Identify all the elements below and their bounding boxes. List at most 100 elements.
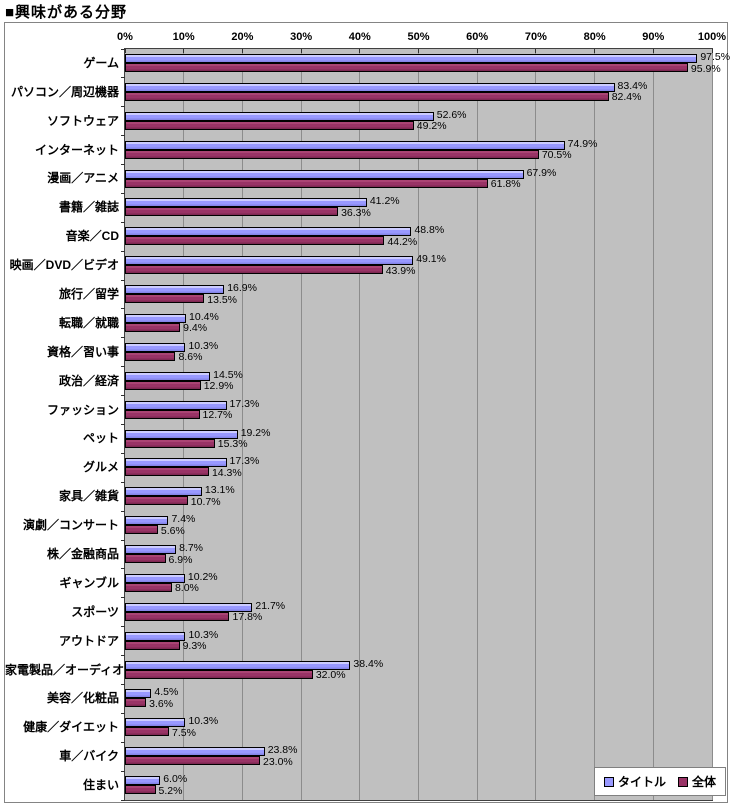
value-label: 52.6%	[436, 108, 467, 121]
bar-overall-series	[125, 120, 414, 130]
series2-swatch-icon	[678, 776, 688, 787]
bar-overall-series	[125, 756, 260, 766]
value-label: 32.0%	[315, 669, 346, 682]
bar-overall-series	[125, 611, 230, 621]
value-label: 83.4%	[617, 79, 648, 92]
series1-swatch-icon	[603, 776, 614, 787]
value-label: 16.9%	[227, 282, 257, 295]
category-axis-tick	[121, 250, 125, 252]
category-axis-tick	[121, 308, 125, 310]
category-label: グルメ	[82, 460, 119, 475]
bar-overall-series	[125, 640, 180, 650]
bar-title-series	[125, 169, 524, 179]
bar-title-series	[125, 602, 253, 612]
category-axis-tick	[121, 452, 125, 454]
bar-overall-series	[125, 149, 539, 159]
bar-title-series	[125, 82, 615, 92]
value-label: 67.9%	[526, 166, 557, 179]
category-axis-tick	[121, 77, 125, 79]
bar-overall-series	[125, 207, 339, 217]
bar-title-series	[125, 227, 412, 237]
legend-entry-series2: 全体	[678, 773, 716, 790]
axis-tick-label: 40%	[348, 31, 371, 43]
legend-series1-label: タイトル	[617, 775, 666, 789]
axis-tick-label: 50%	[407, 31, 430, 43]
category-label: 転職／就職	[58, 315, 119, 330]
category-axis-tick	[121, 770, 125, 772]
axis-tick	[359, 49, 361, 53]
axis-tick-label: 20%	[231, 31, 254, 43]
bar-overall-series	[125, 438, 215, 448]
value-label: 21.7%	[255, 599, 286, 612]
value-label: 13.1%	[204, 484, 235, 497]
value-label: 4.5%	[154, 686, 179, 699]
bar-title-series	[125, 140, 565, 150]
category-axis-tick	[121, 279, 125, 281]
value-label: 82.4%	[611, 91, 642, 104]
category-label: 旅行／留学	[58, 287, 119, 302]
bar-overall-series	[125, 265, 383, 275]
category-axis-tick	[121, 683, 125, 685]
value-label: 17.3%	[229, 397, 260, 410]
category-axis-tick	[121, 106, 125, 108]
category-label: 漫画／アニメ	[47, 171, 119, 186]
bar-overall-series	[125, 380, 201, 390]
category-axis-tick	[121, 481, 125, 483]
category-axis-tick	[121, 164, 125, 166]
bar-overall-series	[125, 236, 385, 246]
gridline	[300, 49, 302, 800]
value-label: 9.3%	[182, 640, 207, 653]
category-axis-tick	[121, 712, 125, 714]
axis-tick-label: 90%	[642, 31, 665, 43]
bar-overall-series	[125, 785, 156, 795]
value-label: 8.6%	[178, 351, 203, 364]
value-label: 10.3%	[188, 715, 219, 728]
value-label: 10.2%	[187, 570, 218, 583]
category-axis-tick	[121, 799, 125, 801]
bar-title-series	[125, 747, 265, 757]
value-label: 44.2%	[387, 235, 418, 248]
category-axis-tick	[121, 221, 125, 223]
value-label: 8.7%	[179, 542, 203, 555]
bar-overall-series	[125, 554, 166, 564]
bar-title-series	[125, 545, 177, 555]
gridline	[535, 49, 537, 800]
category-label: 資格／習い事	[46, 344, 119, 359]
category-label: 住まい	[82, 778, 119, 793]
category-label: 家電製品／オーディオ	[5, 662, 125, 677]
bar-overall-series	[125, 409, 200, 419]
category-label: パソコン／周辺機器	[10, 84, 119, 99]
gridline	[183, 49, 185, 800]
bar-title-series	[125, 54, 698, 63]
axis-tick	[241, 49, 243, 53]
axis-tick-label: 60%	[466, 31, 489, 43]
axis-tick-label: 80%	[583, 31, 606, 43]
category-axis-tick	[121, 395, 125, 397]
category-axis-tick	[121, 655, 125, 657]
value-label: 70.5%	[541, 149, 572, 162]
value-label: 17.8%	[232, 611, 263, 624]
axis-tick	[476, 49, 478, 53]
category-label: アウトドア	[58, 633, 119, 648]
value-label: 43.9%	[385, 264, 416, 277]
category-axis-tick	[121, 424, 125, 425]
gridline	[711, 49, 713, 800]
bar-title-series	[125, 516, 169, 526]
value-label: 15.3%	[217, 438, 248, 450]
bar-title-series	[125, 313, 187, 323]
chart-area: 97.5% 95.9% 83.4% 82.4% 52.6% 49.2% 74.9% 70.5%…	[4, 22, 730, 803]
value-label: 5.6%	[160, 524, 185, 537]
value-label: 14.3%	[211, 466, 242, 479]
category-axis-tick	[121, 135, 125, 137]
value-label: 7.5%	[172, 726, 196, 739]
axis-tick	[594, 49, 596, 53]
category-label: 健康／ダイエット	[23, 720, 119, 735]
value-label: 49.2%	[416, 120, 447, 133]
value-label: 5.2%	[158, 784, 183, 797]
axis-tick	[124, 49, 126, 53]
axis-tick-label: 0%	[117, 31, 133, 43]
bar-title-series	[125, 400, 227, 410]
page-title: ■興味がある分野	[5, 4, 128, 21]
value-label: 8.0%	[174, 582, 199, 595]
category-axis-tick	[121, 337, 125, 339]
